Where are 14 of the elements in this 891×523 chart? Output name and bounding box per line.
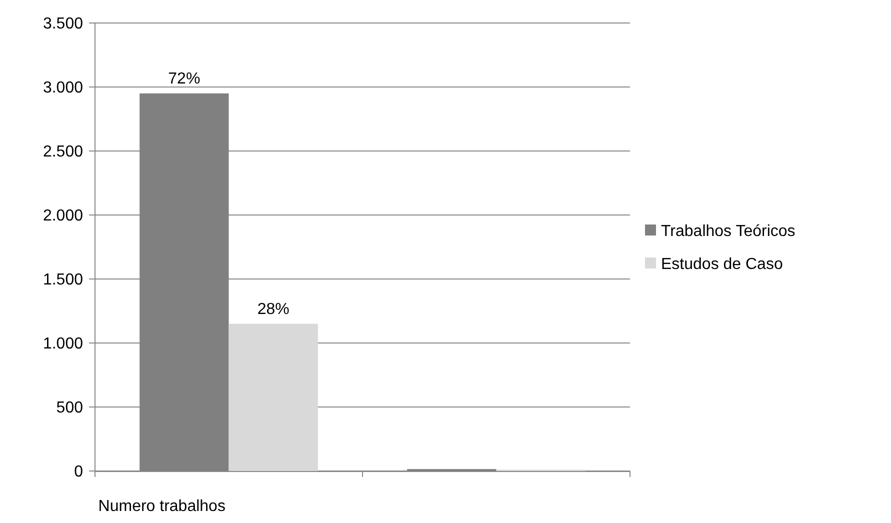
annotation: 28% bbox=[257, 300, 290, 318]
y-tick-label: 3.000 bbox=[42, 80, 84, 97]
y-tick-label: 1.500 bbox=[42, 272, 84, 289]
x-tick-label: Numero trabalhos bbox=[98, 498, 226, 515]
y-tick-label: 500 bbox=[56, 400, 84, 417]
legend-label: Estudos de Caso bbox=[661, 256, 783, 274]
y-tick-label: 1.000 bbox=[42, 336, 84, 353]
y-tick-label: 2.500 bbox=[42, 144, 84, 161]
legend-label: Trabalhos Teóricos bbox=[661, 223, 796, 240]
y-tick-label: 0 bbox=[74, 464, 84, 481]
y-tick-label: 3.500 bbox=[42, 16, 84, 33]
y-tick-label: 2.000 bbox=[42, 208, 84, 225]
bar bbox=[228, 324, 318, 471]
annotation: 72% bbox=[168, 70, 200, 88]
